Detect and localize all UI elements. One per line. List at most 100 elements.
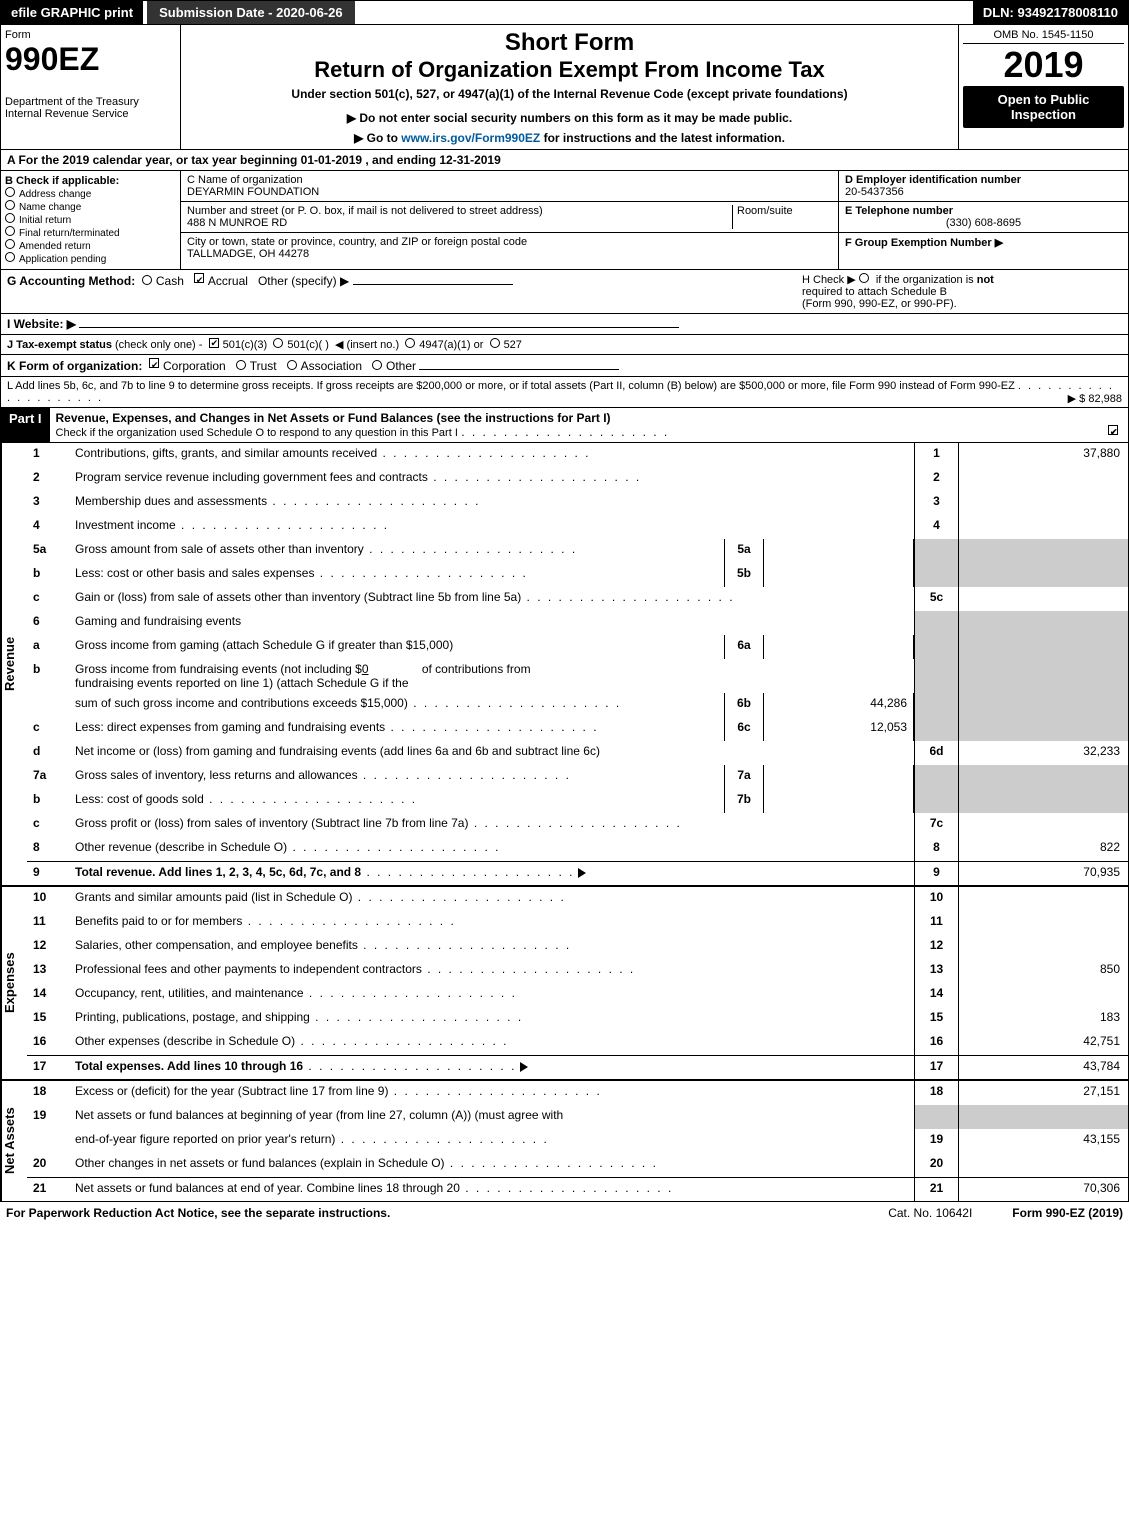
checkbox-final-return[interactable] (5, 226, 15, 236)
ln17-desc: Total expenses. Add lines 10 through 16 (69, 1056, 914, 1079)
checkbox-other-org[interactable] (372, 360, 382, 370)
ln18-desc: Excess or (deficit) for the year (Subtra… (69, 1081, 914, 1105)
ln17-desc-text: Total expenses. Add lines 10 through 16 (75, 1059, 303, 1073)
paperwork-notice: For Paperwork Reduction Act Notice, see … (6, 1206, 848, 1220)
checkbox-address-change[interactable] (5, 187, 15, 197)
ln1-desc: Contributions, gifts, grants, and simila… (69, 443, 914, 467)
ln6c-ref-shade (914, 717, 958, 741)
ln1-ref: 1 (914, 443, 958, 467)
ln6c-desc: Less: direct expenses from gaming and fu… (69, 717, 724, 741)
ln7c-no: c (27, 813, 69, 837)
opt-accrual: Accrual (208, 274, 248, 288)
ln19-ref: 19 (914, 1129, 958, 1153)
ln8-desc: Other revenue (describe in Schedule O) (69, 837, 914, 861)
ln9-desc: Total revenue. Add lines 1, 2, 3, 4, 5c,… (69, 862, 914, 885)
checkbox-501c3[interactable] (209, 338, 219, 348)
ln9-val: 70,935 (958, 862, 1128, 885)
ln6b-val-shade1 (958, 659, 1128, 693)
ln16-ref: 16 (914, 1031, 958, 1055)
submission-date-button[interactable]: Submission Date - 2020-06-26 (147, 1, 355, 24)
ln15-desc: Printing, publications, postage, and shi… (69, 1007, 914, 1031)
ln17-no: 17 (27, 1056, 69, 1079)
ln3-no: 3 (27, 491, 69, 515)
ln6c-no: c (27, 717, 69, 741)
checkbox-amended-return[interactable] (5, 239, 15, 249)
ln19-val-shade (958, 1105, 1128, 1129)
ln16-no: 16 (27, 1031, 69, 1055)
checkbox-trust[interactable] (236, 360, 246, 370)
tax-exempt-hint: (check only one) - (115, 339, 202, 351)
form-number: 990EZ (5, 41, 176, 78)
ln7a-ref-shade (914, 765, 958, 789)
efile-print-label[interactable]: efile GRAPHIC print (1, 1, 143, 24)
ln17-val: 43,784 (958, 1056, 1128, 1079)
ln6c-subval: 12,053 (764, 717, 914, 741)
ln17-ref: 17 (914, 1056, 958, 1079)
side-label-net-assets: Net Assets (1, 1081, 27, 1201)
ln9-desc-text: Total revenue. Add lines 1, 2, 3, 4, 5c,… (75, 865, 361, 879)
checkbox-schedule-b-not-required[interactable] (859, 273, 869, 283)
ln5b-no: b (27, 563, 69, 587)
part-i-header-row: Part I Revenue, Expenses, and Changes in… (0, 408, 1129, 443)
part-i-title: Revenue, Expenses, and Changes in Net As… (56, 411, 611, 425)
ln19-desc2: end-of-year figure reported on prior yea… (69, 1129, 914, 1153)
ln7b-no: b (27, 789, 69, 813)
ln6b-ref-shade2 (914, 693, 958, 717)
checkbox-initial-return[interactable] (5, 213, 15, 223)
checkbox-corporation[interactable] (149, 358, 159, 368)
checkbox-cash[interactable] (142, 275, 152, 285)
ln13-no: 13 (27, 959, 69, 983)
ein-label: D Employer identification number (845, 174, 1122, 186)
opt-name-change: Name change (19, 202, 81, 213)
ln7a-subval (764, 765, 914, 789)
checkbox-name-change[interactable] (5, 200, 15, 210)
ln15-ref: 15 (914, 1007, 958, 1031)
ln10-desc: Grants and similar amounts paid (list in… (69, 887, 914, 911)
checkbox-application-pending[interactable] (5, 252, 15, 262)
ln11-val (958, 911, 1128, 935)
ln6b-no: b (27, 659, 69, 693)
ln18-val: 27,151 (958, 1081, 1128, 1105)
ln6c-sub: 6c (724, 717, 764, 741)
open-to-public: Open to Public Inspection (963, 86, 1124, 128)
ln5a-ref-shade (914, 539, 958, 563)
checkbox-schedule-o-part-i[interactable] (1108, 425, 1118, 435)
accounting-method-label: G Accounting Method: (7, 274, 135, 288)
checkbox-accrual[interactable] (194, 273, 204, 283)
ln6b-sub: 6b (724, 693, 764, 717)
checkbox-527[interactable] (490, 338, 500, 348)
catalog-number: Cat. No. 10642I (848, 1206, 1012, 1220)
subtitle-ssn-warning: ▶ Do not enter social security numbers o… (185, 111, 954, 125)
ln6b-desc3: sum of such gross income and contributio… (69, 693, 724, 717)
ln5c-no: c (27, 587, 69, 611)
ln6a-subval (764, 635, 914, 659)
irs-link[interactable]: www.irs.gov/Form990EZ (401, 131, 540, 145)
ln15-no: 15 (27, 1007, 69, 1031)
ln6-ref-shade (914, 611, 958, 635)
ln20-ref: 20 (914, 1153, 958, 1177)
part-i-check-o: Check if the organization used Schedule … (56, 427, 458, 439)
ln21-desc: Net assets or fund balances at end of ye… (69, 1178, 914, 1201)
ln5a-no: 5a (27, 539, 69, 563)
row-j: J Tax-exempt status (check only one) - 5… (0, 335, 1129, 355)
org-name: DEYARMIN FOUNDATION (187, 186, 832, 198)
opt-501c3: 501(c)(3) (223, 339, 268, 351)
ln6b-pre: Gross income from fundraising events (no… (75, 662, 362, 676)
opt-527: 527 (504, 339, 522, 351)
tax-year: 2019 (963, 44, 1124, 86)
ln4-no: 4 (27, 515, 69, 539)
ln6c-val-shade (958, 717, 1128, 741)
h-text4: (Form 990, 990-EZ, or 990-PF). (802, 298, 957, 310)
opt-other-specify: Other (specify) ▶ (258, 274, 349, 288)
ln15-val: 183 (958, 1007, 1128, 1031)
ln2-desc: Program service revenue including govern… (69, 467, 914, 491)
ln6-desc: Gaming and fundraising events (69, 611, 914, 635)
h-text2: if the organization is (876, 274, 977, 286)
ln3-desc: Membership dues and assessments (69, 491, 914, 515)
ln7a-desc: Gross sales of inventory, less returns a… (69, 765, 724, 789)
checkbox-association[interactable] (287, 360, 297, 370)
ln12-no: 12 (27, 935, 69, 959)
checkbox-4947a1[interactable] (405, 338, 415, 348)
ln7a-no: 7a (27, 765, 69, 789)
checkbox-501c[interactable] (273, 338, 283, 348)
